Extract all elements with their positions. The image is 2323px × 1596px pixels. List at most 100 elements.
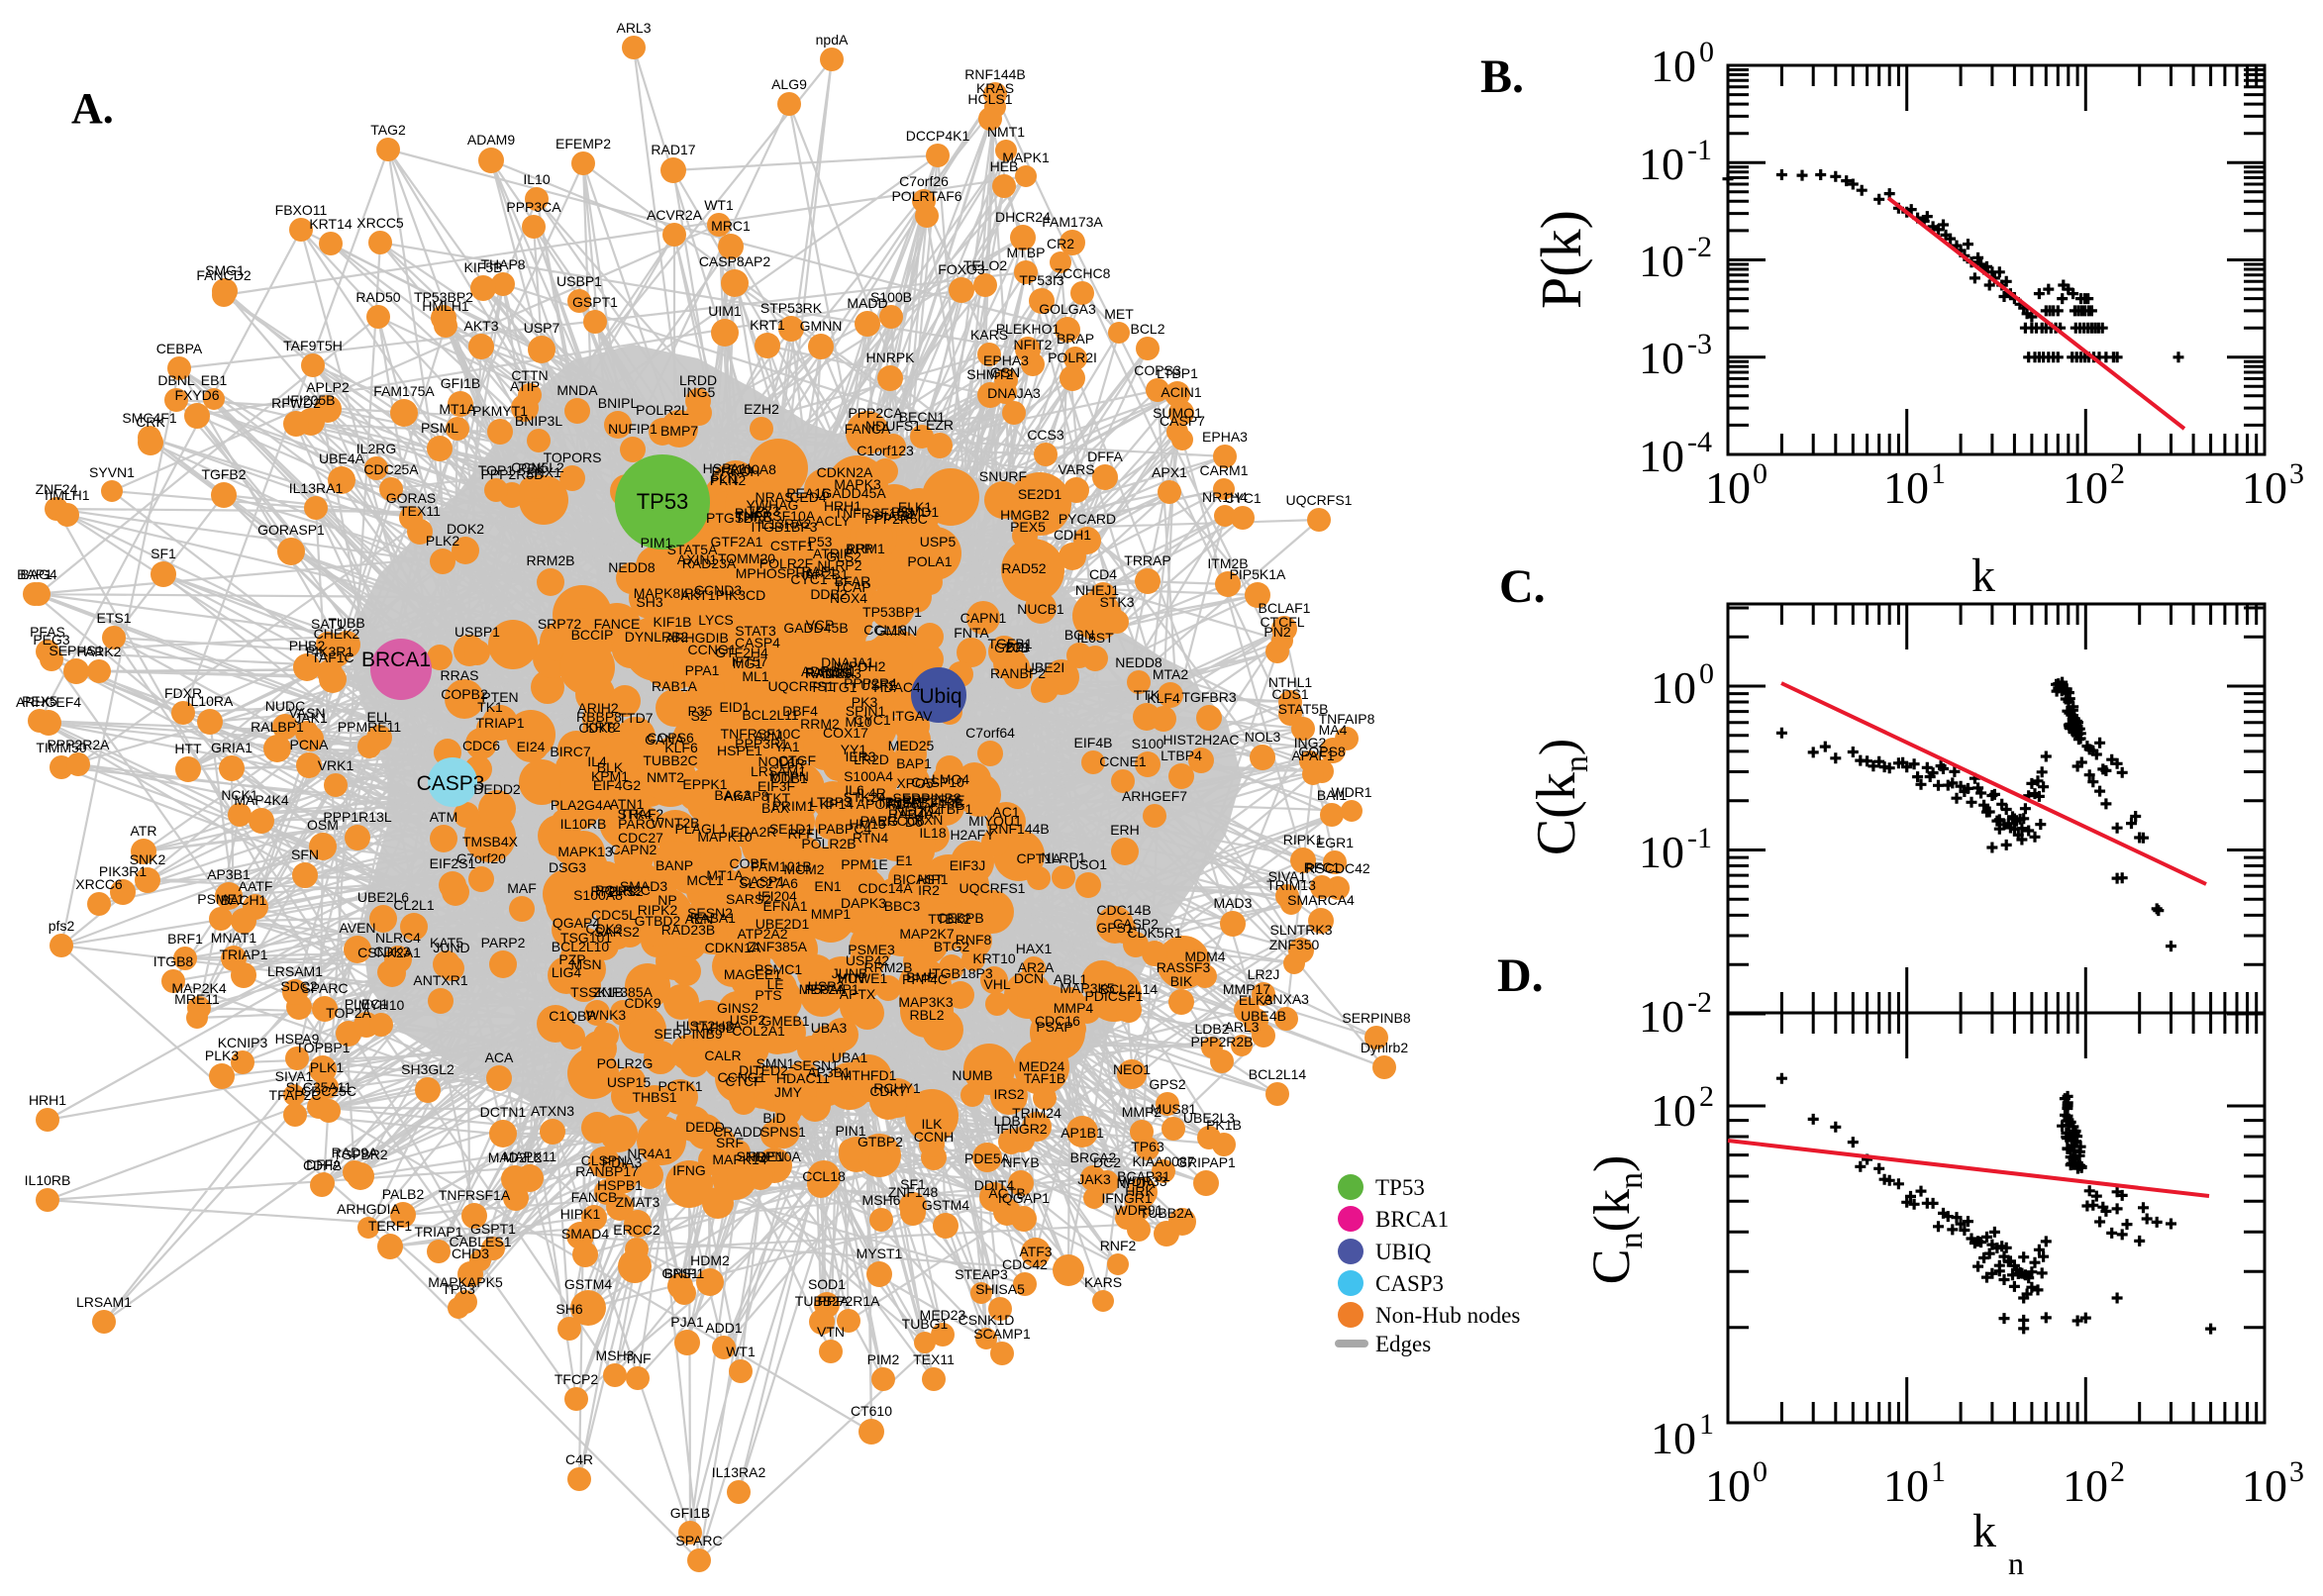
svg-text:SARS2: SARS2	[594, 924, 640, 940]
svg-text:EFEMP2: EFEMP2	[556, 136, 611, 151]
svg-text:C.: C.	[1499, 560, 1546, 613]
svg-text:TUBB: TUBB	[328, 615, 364, 631]
svg-text:MYH10: MYH10	[358, 997, 405, 1013]
svg-text:IL10RB: IL10RB	[25, 1172, 71, 1188]
svg-text:ARHGDIB: ARHGDIB	[665, 630, 729, 646]
svg-text:LTBP4: LTBP4	[1161, 748, 1202, 763]
svg-text:CTCF: CTCF	[725, 1073, 761, 1089]
svg-text:STK4: STK4	[617, 806, 652, 822]
svg-text:10: 10	[1651, 1413, 1696, 1463]
svg-text:SMAD4: SMAD4	[561, 1226, 609, 1242]
svg-text:KRT14: KRT14	[309, 216, 353, 232]
svg-text:JAK3: JAK3	[1077, 1171, 1111, 1187]
svg-text:TUBG1: TUBG1	[902, 1316, 949, 1332]
svg-text:GANA: GANA	[645, 732, 684, 748]
svg-text:k: k	[1972, 1505, 1996, 1557]
svg-text:RAB1A: RAB1A	[652, 678, 698, 694]
svg-text:PSMC1: PSMC1	[755, 961, 802, 977]
svg-text:TUBB2C: TUBB2C	[643, 752, 697, 768]
svg-text:TP63: TP63	[442, 1281, 475, 1297]
svg-text:IL13RA2: IL13RA2	[712, 1464, 766, 1480]
svg-text:M10: M10	[845, 714, 871, 730]
svg-text:CASP10: CASP10	[911, 774, 964, 790]
svg-text:USO1: USO1	[1069, 856, 1107, 872]
svg-text:UQCRFS1: UQCRFS1	[1286, 492, 1353, 508]
svg-text:IL10: IL10	[523, 171, 550, 187]
svg-text:Cn(kn): Cn(kn)	[1581, 1155, 1650, 1285]
svg-text:NPDA: NPDA	[1117, 1175, 1157, 1191]
svg-text:IL6R: IL6R	[775, 755, 805, 771]
svg-text:PPP2R2B: PPP2R2B	[1190, 1034, 1253, 1049]
svg-text:KARS: KARS	[970, 327, 1008, 343]
svg-text:npdA: npdA	[816, 32, 849, 48]
svg-text:GSPT1: GSPT1	[470, 1221, 516, 1237]
svg-text:BNIP3L: BNIP3L	[515, 413, 562, 429]
svg-text:COL2A1: COL2A1	[732, 1023, 785, 1039]
svg-text:EDA2R: EDA2R	[731, 824, 777, 840]
svg-text:SERPINB8: SERPINB8	[1342, 1010, 1410, 1026]
svg-text:DOK2: DOK2	[447, 521, 484, 537]
svg-text:MAP2K4: MAP2K4	[171, 980, 226, 996]
svg-text:SRP72: SRP72	[538, 616, 582, 632]
svg-text:1: 1	[1699, 1408, 1714, 1441]
svg-text:ACA: ACA	[485, 1049, 514, 1065]
svg-text:LRDD: LRDD	[679, 372, 717, 388]
svg-text:NFIT2: NFIT2	[1014, 337, 1053, 352]
svg-text:IL4: IL4	[587, 753, 607, 769]
svg-text:SH3GL2: SH3GL2	[401, 1061, 454, 1077]
svg-text:DBF4: DBF4	[782, 703, 818, 719]
svg-text:EIF4B: EIF4B	[1074, 735, 1113, 750]
svg-text:GMNN: GMNN	[800, 318, 843, 334]
svg-text:ZNF350: ZNF350	[1269, 937, 1320, 952]
svg-text:PLA2G4A: PLA2G4A	[551, 797, 613, 813]
svg-text:EB1: EB1	[201, 372, 228, 388]
svg-text:TP53BP2: TP53BP2	[414, 289, 473, 305]
svg-text:POLR2I: POLR2I	[1048, 349, 1097, 365]
svg-text:MMP1: MMP1	[811, 906, 852, 922]
svg-text:TEX11: TEX11	[399, 503, 441, 519]
svg-text:D6: D6	[905, 814, 923, 830]
svg-text:ARHGEF4: ARHGEF4	[16, 694, 81, 710]
svg-text:EN1: EN1	[814, 878, 841, 894]
svg-text:TRIAP1: TRIAP1	[475, 715, 524, 731]
svg-text:HMLH1: HMLH1	[422, 298, 469, 314]
svg-text:RAD23A: RAD23A	[682, 555, 737, 571]
svg-text:USP2: USP2	[730, 1012, 766, 1028]
svg-text:BACH1: BACH1	[221, 892, 267, 908]
svg-text:RNF8: RNF8	[956, 932, 992, 948]
svg-text:MDM4: MDM4	[1184, 948, 1225, 964]
svg-text:SNK2: SNK2	[130, 851, 166, 867]
svg-text:CSNK1D: CSNK1D	[959, 1312, 1015, 1328]
svg-text:EIF2S1: EIF2S1	[430, 855, 476, 871]
svg-text:KIF1B: KIF1B	[654, 614, 692, 630]
svg-text:QGAP4: QGAP4	[553, 915, 600, 931]
svg-text:RNF2: RNF2	[1100, 1238, 1137, 1253]
svg-text:SMN1: SMN1	[757, 1055, 795, 1071]
svg-text:IL6ST: IL6ST	[1076, 630, 1114, 646]
svg-text:PPP2R5B: PPP2R5B	[480, 466, 543, 482]
svg-text:MG1: MG1	[733, 655, 763, 671]
svg-text:MMP2: MMP2	[1122, 1104, 1162, 1120]
svg-text:CCL18: CCL18	[863, 622, 907, 638]
svg-text:HTT: HTT	[174, 741, 202, 756]
svg-text:C1QBP: C1QBP	[549, 1008, 595, 1024]
svg-text:ZNF385A: ZNF385A	[748, 939, 808, 954]
svg-text:CDC6: CDC6	[462, 738, 500, 753]
svg-text:Non-Hub nodes: Non-Hub nodes	[1375, 1303, 1520, 1328]
svg-text:CDC5L: CDC5L	[591, 907, 637, 923]
svg-text:USP2: USP2	[808, 978, 845, 994]
svg-text:1: 1	[1931, 1455, 1946, 1488]
svg-text:ANXA3: ANXA3	[816, 665, 861, 681]
svg-text:PIM2: PIM2	[867, 1351, 900, 1367]
svg-text:RAD50: RAD50	[355, 289, 400, 305]
svg-text:JMY: JMY	[774, 1084, 803, 1100]
svg-text:PPMRE11: PPMRE11	[338, 719, 402, 735]
svg-text:TRAF2: TRAF2	[620, 806, 664, 822]
svg-text:IL6: IL6	[845, 782, 864, 798]
svg-text:TOPBP1: TOPBP1	[296, 1040, 351, 1055]
svg-text:GPS2: GPS2	[1149, 1076, 1186, 1092]
svg-text:DSG3: DSG3	[549, 859, 586, 875]
svg-text:RRM1: RRM1	[846, 541, 885, 556]
svg-text:0: 0	[1753, 457, 1768, 490]
svg-text:HM13: HM13	[849, 816, 886, 832]
